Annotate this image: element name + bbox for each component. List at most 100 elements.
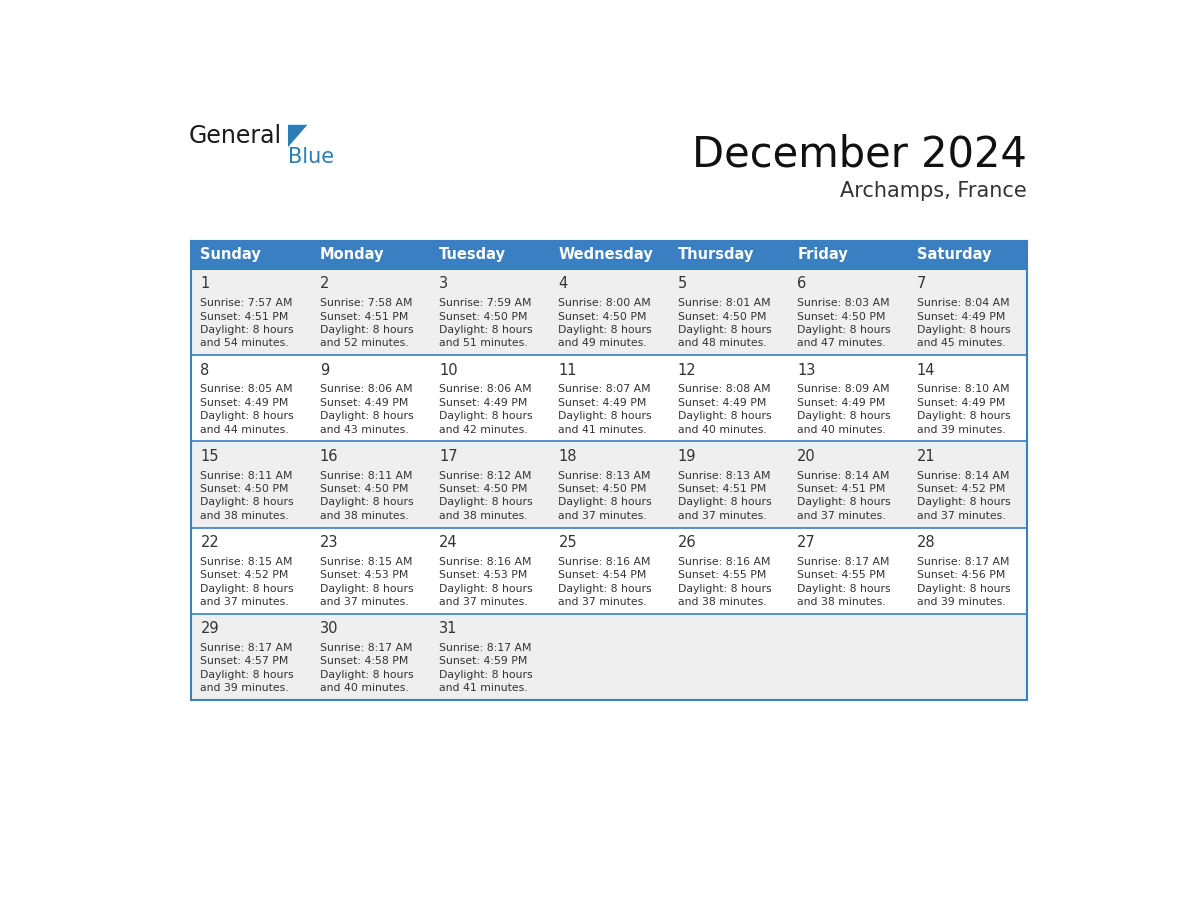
Text: and 37 minutes.: and 37 minutes. (558, 511, 647, 521)
Text: 11: 11 (558, 363, 577, 377)
Bar (191, 269, 1026, 355)
Text: 3: 3 (440, 276, 448, 292)
Text: Sunrise: 8:01 AM: Sunrise: 8:01 AM (678, 298, 771, 308)
Text: Thursday: Thursday (678, 248, 754, 263)
Text: 9: 9 (320, 363, 329, 377)
Text: Sunset: 4:59 PM: Sunset: 4:59 PM (440, 656, 527, 666)
Text: 25: 25 (558, 535, 577, 550)
Text: and 38 minutes.: and 38 minutes. (320, 511, 409, 521)
Text: Daylight: 8 hours: Daylight: 8 hours (440, 325, 532, 335)
Text: and 38 minutes.: and 38 minutes. (201, 511, 289, 521)
Text: 22: 22 (201, 535, 219, 550)
Text: and 54 minutes.: and 54 minutes. (201, 339, 289, 349)
Text: Daylight: 8 hours: Daylight: 8 hours (797, 498, 891, 508)
Text: Sunrise: 8:15 AM: Sunrise: 8:15 AM (201, 556, 293, 566)
Text: Sunset: 4:50 PM: Sunset: 4:50 PM (440, 311, 527, 321)
Bar (908, 241, 1026, 269)
Text: 10: 10 (440, 363, 457, 377)
Text: Sunset: 4:50 PM: Sunset: 4:50 PM (558, 311, 647, 321)
Text: Sunset: 4:49 PM: Sunset: 4:49 PM (678, 397, 766, 408)
Text: and 40 minutes.: and 40 minutes. (678, 425, 766, 435)
Text: Daylight: 8 hours: Daylight: 8 hours (916, 411, 1010, 421)
Text: 8: 8 (201, 363, 209, 377)
Text: Sunset: 4:49 PM: Sunset: 4:49 PM (440, 397, 527, 408)
Bar (191, 614, 1026, 700)
Text: Sunset: 4:53 PM: Sunset: 4:53 PM (320, 570, 409, 580)
Text: Daylight: 8 hours: Daylight: 8 hours (558, 325, 652, 335)
Text: Daylight: 8 hours: Daylight: 8 hours (320, 411, 413, 421)
Bar (549, 241, 669, 269)
Text: Sunset: 4:49 PM: Sunset: 4:49 PM (558, 397, 646, 408)
Bar (430, 241, 549, 269)
Text: Sunset: 4:49 PM: Sunset: 4:49 PM (916, 311, 1005, 321)
Text: Sunset: 4:51 PM: Sunset: 4:51 PM (320, 311, 409, 321)
Text: Sunset: 4:51 PM: Sunset: 4:51 PM (797, 484, 885, 494)
Text: Friday: Friday (797, 248, 848, 263)
Text: and 37 minutes.: and 37 minutes. (797, 511, 886, 521)
Text: Sunrise: 8:06 AM: Sunrise: 8:06 AM (320, 385, 412, 394)
Text: and 38 minutes.: and 38 minutes. (797, 598, 886, 607)
Bar (310, 241, 430, 269)
Text: and 40 minutes.: and 40 minutes. (320, 683, 409, 693)
Text: and 39 minutes.: and 39 minutes. (916, 425, 1005, 435)
Text: Tuesday: Tuesday (440, 248, 506, 263)
Text: and 39 minutes.: and 39 minutes. (201, 683, 289, 693)
Text: Archamps, France: Archamps, France (840, 181, 1026, 201)
Text: Sunrise: 8:08 AM: Sunrise: 8:08 AM (678, 385, 771, 394)
Text: Sunset: 4:53 PM: Sunset: 4:53 PM (440, 570, 527, 580)
Text: Sunrise: 7:58 AM: Sunrise: 7:58 AM (320, 298, 412, 308)
Bar (788, 241, 908, 269)
Text: Daylight: 8 hours: Daylight: 8 hours (916, 584, 1010, 594)
Text: Sunset: 4:52 PM: Sunset: 4:52 PM (916, 484, 1005, 494)
Text: Sunrise: 8:17 AM: Sunrise: 8:17 AM (201, 643, 293, 653)
Text: Daylight: 8 hours: Daylight: 8 hours (797, 411, 891, 421)
Text: Sunrise: 7:59 AM: Sunrise: 7:59 AM (440, 298, 531, 308)
Text: and 40 minutes.: and 40 minutes. (797, 425, 886, 435)
Text: Daylight: 8 hours: Daylight: 8 hours (916, 325, 1010, 335)
Text: 17: 17 (440, 449, 457, 464)
Bar (669, 241, 788, 269)
Text: and 37 minutes.: and 37 minutes. (678, 511, 766, 521)
Text: 4: 4 (558, 276, 568, 292)
Text: and 52 minutes.: and 52 minutes. (320, 339, 409, 349)
Text: Sunrise: 8:17 AM: Sunrise: 8:17 AM (440, 643, 531, 653)
Text: Sunrise: 8:16 AM: Sunrise: 8:16 AM (558, 556, 651, 566)
Text: Sunset: 4:54 PM: Sunset: 4:54 PM (558, 570, 646, 580)
Text: and 41 minutes.: and 41 minutes. (558, 425, 647, 435)
Text: 29: 29 (201, 621, 219, 636)
Text: 30: 30 (320, 621, 339, 636)
Text: Sunrise: 8:09 AM: Sunrise: 8:09 AM (797, 385, 890, 394)
Text: Sunset: 4:58 PM: Sunset: 4:58 PM (320, 656, 409, 666)
Text: Sunrise: 8:00 AM: Sunrise: 8:00 AM (558, 298, 651, 308)
Text: Daylight: 8 hours: Daylight: 8 hours (440, 498, 532, 508)
Text: and 37 minutes.: and 37 minutes. (320, 598, 409, 607)
Text: Sunset: 4:49 PM: Sunset: 4:49 PM (320, 397, 409, 408)
Text: 6: 6 (797, 276, 807, 292)
Text: Daylight: 8 hours: Daylight: 8 hours (440, 584, 532, 594)
Text: Sunrise: 8:10 AM: Sunrise: 8:10 AM (916, 385, 1009, 394)
Text: Sunset: 4:50 PM: Sunset: 4:50 PM (558, 484, 647, 494)
Text: Sunset: 4:49 PM: Sunset: 4:49 PM (797, 397, 885, 408)
Bar (191, 241, 310, 269)
Text: Sunrise: 7:57 AM: Sunrise: 7:57 AM (201, 298, 293, 308)
Text: Daylight: 8 hours: Daylight: 8 hours (797, 584, 891, 594)
Text: Sunset: 4:50 PM: Sunset: 4:50 PM (440, 484, 527, 494)
Text: Sunrise: 8:17 AM: Sunrise: 8:17 AM (916, 556, 1009, 566)
Text: Sunset: 4:49 PM: Sunset: 4:49 PM (916, 397, 1005, 408)
Text: Daylight: 8 hours: Daylight: 8 hours (558, 411, 652, 421)
Text: Daylight: 8 hours: Daylight: 8 hours (201, 670, 295, 680)
Text: Daylight: 8 hours: Daylight: 8 hours (201, 411, 295, 421)
Text: 5: 5 (678, 276, 687, 292)
Text: Daylight: 8 hours: Daylight: 8 hours (440, 411, 532, 421)
Text: Daylight: 8 hours: Daylight: 8 hours (678, 584, 771, 594)
Text: and 37 minutes.: and 37 minutes. (440, 598, 527, 607)
Text: 18: 18 (558, 449, 577, 464)
Text: Sunrise: 8:15 AM: Sunrise: 8:15 AM (320, 556, 412, 566)
Text: and 39 minutes.: and 39 minutes. (916, 598, 1005, 607)
Bar (191, 355, 1026, 442)
Text: General: General (189, 124, 282, 148)
Text: Sunrise: 8:13 AM: Sunrise: 8:13 AM (558, 471, 651, 480)
Text: Daylight: 8 hours: Daylight: 8 hours (320, 584, 413, 594)
Text: Sunrise: 8:05 AM: Sunrise: 8:05 AM (201, 385, 293, 394)
Text: Daylight: 8 hours: Daylight: 8 hours (440, 670, 532, 680)
